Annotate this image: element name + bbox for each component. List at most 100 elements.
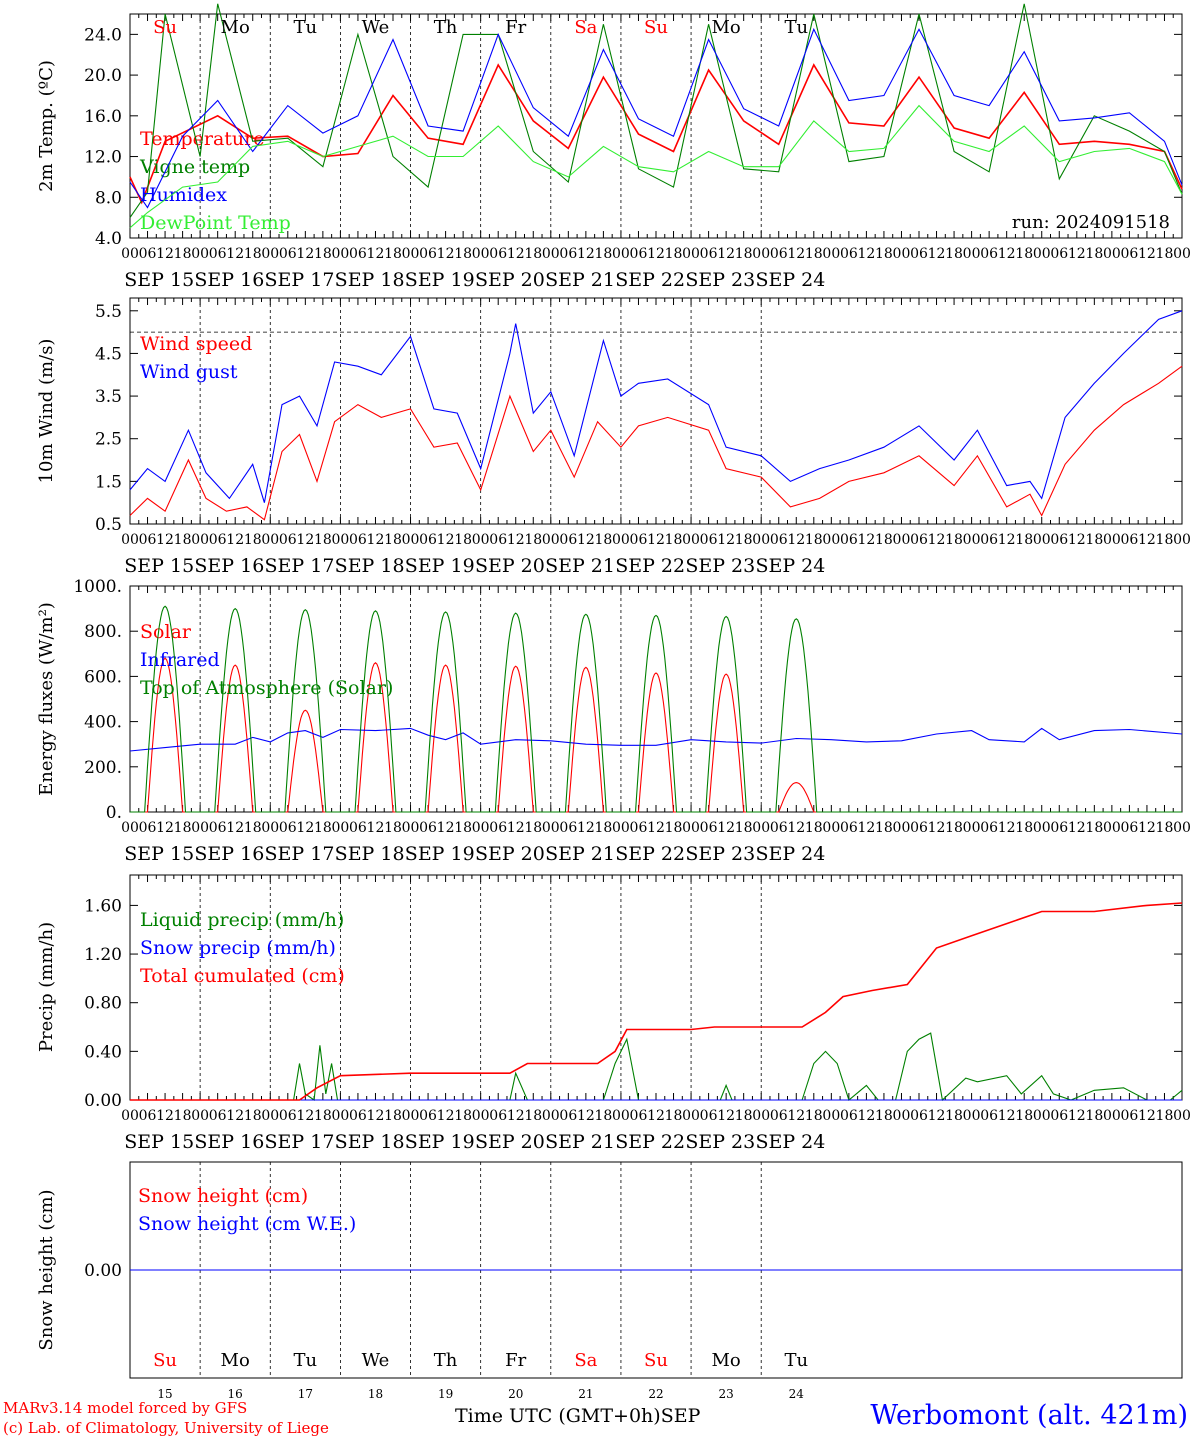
wind-hour-label: 18 (384, 532, 402, 548)
precip-hour-label: 00 (261, 1108, 279, 1124)
temp-day-label: SEP 24 (755, 269, 825, 291)
precip-hour-label: 18 (384, 1108, 402, 1124)
wind-hour-label: 00 (893, 532, 911, 548)
day-number-label: 22 (648, 1387, 663, 1401)
energy-day-label: SEP 15 (124, 843, 194, 865)
temp-series-line (129, 104, 1183, 229)
temp-hour-label: 06 (910, 246, 928, 262)
energy-ytick-label: 200. (84, 758, 122, 778)
energy-hour-label: 12 (296, 820, 314, 836)
temp-hour-label: 18 (735, 246, 753, 262)
energy-hour-label: 00 (682, 820, 700, 836)
wind-hour-label: 18 (174, 532, 192, 548)
precip-hour-label: 06 (209, 1108, 227, 1124)
day-number-label: 21 (578, 1387, 593, 1401)
temp-hour-label: 06 (419, 246, 437, 262)
temp-hour-label: 00 (121, 246, 139, 262)
temp-hour-label: 00 (261, 246, 279, 262)
temp-hour-label: 12 (647, 246, 665, 262)
energy-hour-label: 00 (1103, 820, 1121, 836)
wind-ylabel: 10m Wind (m/s) (36, 339, 57, 484)
energy-hour-label: 00 (121, 820, 139, 836)
wind-day-label: SEP 24 (755, 555, 825, 577)
precip-hour-label: 06 (349, 1108, 367, 1124)
snow-weekday-label: Sa (574, 1350, 597, 1371)
energy-hour-label: 12 (717, 820, 735, 836)
temp-hour-label: 12 (787, 246, 805, 262)
temp-hour-label: 12 (296, 246, 314, 262)
precip-hour-label: 12 (787, 1108, 805, 1124)
temp-series-line (129, 3, 1183, 218)
precip-hour-label: 00 (963, 1108, 981, 1124)
day-number-label: 20 (508, 1387, 523, 1401)
temp-ytick-label: 12.0 (84, 148, 122, 168)
precip-hour-label: 18 (805, 1108, 823, 1124)
precip-ytick-label: 0.40 (84, 1042, 122, 1062)
precip-day-label: SEP 20 (475, 1131, 545, 1153)
weekday-label: Su (153, 17, 177, 38)
snow-legend-entry: Snow height (cm W.E.) (138, 1213, 356, 1235)
precip-hour-label: 18 (735, 1108, 753, 1124)
temp-hour-label: 06 (980, 246, 998, 262)
energy-hour-label: 06 (630, 820, 648, 836)
temp-legend-entry: DewPoint Temp (140, 212, 291, 234)
precip-day-label: SEP 19 (405, 1131, 475, 1153)
wind-hour-label: 06 (419, 532, 437, 548)
wind-hour-label: 18 (945, 532, 963, 548)
precip-hour-label: 12 (296, 1108, 314, 1124)
precip-ylabel: Precip (mm/h) (36, 922, 57, 1052)
day-number-label: 24 (789, 1387, 805, 1401)
temp-ytick-label: 4.0 (95, 229, 122, 249)
temp-hour-label: 00 (752, 246, 770, 262)
energy-hour-label: 00 (331, 820, 349, 836)
wind-hour-label: 18 (524, 532, 542, 548)
day-number-label: 23 (718, 1387, 733, 1401)
wind-hour-label: 12 (577, 532, 595, 548)
weekday-label: Sa (574, 17, 597, 38)
wind-day-label: SEP 22 (615, 555, 685, 577)
energy-ytick-label: 1000. (73, 577, 122, 597)
temp-day-label: SEP 20 (475, 269, 545, 291)
precip-hour-label: 12 (998, 1108, 1016, 1124)
energy-hour-label: 12 (857, 820, 875, 836)
wind-hour-label: 12 (226, 532, 244, 548)
precip-hour-label: 18 (1156, 1108, 1174, 1124)
precip-ytick-label: 1.20 (84, 945, 122, 965)
snow-weekday-label: Mo (711, 1350, 740, 1371)
precip-series-line (130, 902, 1183, 1101)
wind-hour-label: 00 (822, 532, 840, 548)
temp-hour-label: 18 (314, 246, 332, 262)
temp-legend-entry: Vigne temp (139, 156, 250, 178)
wind-hour-label: 12 (507, 532, 525, 548)
temp-hour-label: 06 (770, 246, 788, 262)
temp-hour-label: 18 (384, 246, 402, 262)
energy-hour-label: 06 (1050, 820, 1068, 836)
temp-ytick-label: 16.0 (84, 107, 122, 127)
energy-series-line (129, 727, 1183, 752)
temp-hour-label: 00 (1173, 246, 1191, 262)
lab-credit: (c) Lab. of Climatology, University of L… (3, 1419, 329, 1437)
temp-hour-label: 06 (349, 246, 367, 262)
wind-hour-label: 12 (367, 532, 385, 548)
precip-hour-label: 12 (226, 1108, 244, 1124)
energy-hour-label: 18 (875, 820, 893, 836)
wind-day-label: SEP 18 (335, 555, 405, 577)
precip-hour-label: 18 (174, 1108, 192, 1124)
precip-hour-label: 06 (1050, 1108, 1068, 1124)
weekday-label: Mo (711, 17, 740, 38)
wind-hour-label: 00 (191, 532, 209, 548)
temp-day-label: SEP 15 (124, 269, 194, 291)
wind-hour-label: 00 (963, 532, 981, 548)
snow-weekday-label: Tu (294, 1350, 318, 1371)
temp-hour-label: 00 (402, 246, 420, 262)
snow-weekday-label: Su (153, 1350, 177, 1371)
precip-hour-label: 00 (1103, 1108, 1121, 1124)
precip-hour-label: 00 (822, 1108, 840, 1124)
snow-ytick-label: 0.00 (84, 1261, 122, 1281)
energy-hour-label: 06 (419, 820, 437, 836)
snow-legend-entry: Snow height (cm) (138, 1185, 308, 1207)
temp-hour-label: 12 (1138, 246, 1156, 262)
energy-hour-label: 12 (437, 820, 455, 836)
temp-hour-label: 00 (331, 246, 349, 262)
energy-hour-label: 12 (367, 820, 385, 836)
